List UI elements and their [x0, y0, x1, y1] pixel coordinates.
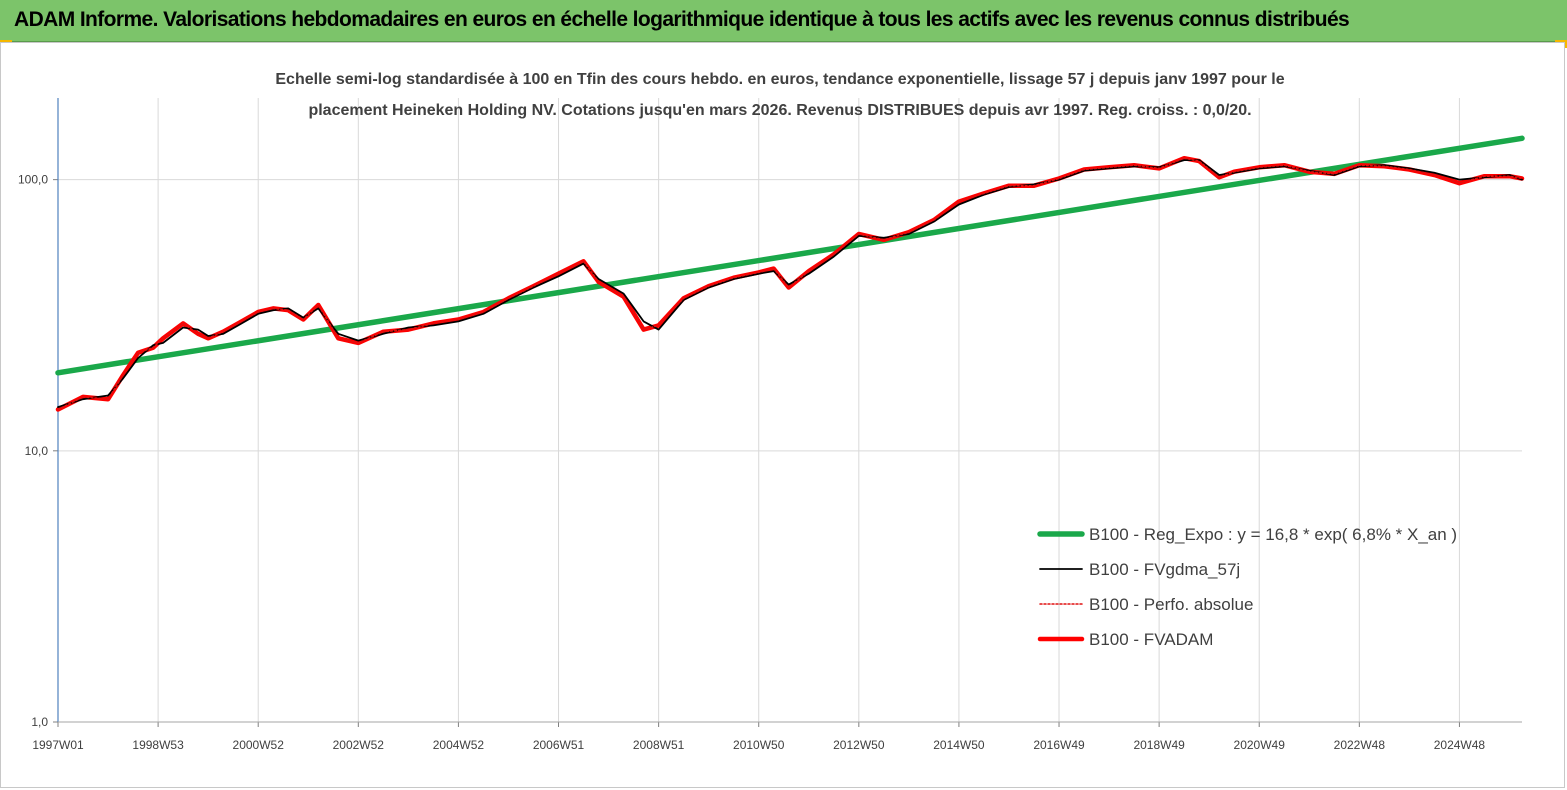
x-tick-label: 2020W49: [1234, 738, 1286, 752]
series-layer: [55, 135, 1525, 412]
x-tick-label: 2012W50: [833, 738, 885, 752]
legend-label: B100 - FVADAM: [1089, 630, 1213, 649]
grid-layer: [57, 98, 1522, 722]
x-tick-label: 2014W50: [933, 738, 985, 752]
x-tick-label: 2022W48: [1334, 738, 1386, 752]
series-line: [57, 159, 1523, 409]
x-tick-label: 2024W48: [1434, 738, 1486, 752]
chart-title-line-2: placement Heineken Holding NV. Cotations…: [308, 102, 1251, 119]
series-line: [55, 135, 1525, 376]
y-tick-label: 1,0: [31, 715, 48, 729]
x-tick-label: 2000W52: [233, 738, 285, 752]
legend-label: B100 - Perfo. absolue: [1089, 595, 1253, 614]
y-tick-label: 100,0: [18, 173, 48, 187]
chart-title-line-1: Echelle semi-log standardisée à 100 en T…: [275, 71, 1284, 88]
axis-layer: 1997W01 1998W53 2000W52 2002W52 2004W52 2006W…: [18, 98, 1522, 752]
x-tick-label: 2010W50: [733, 738, 785, 752]
series-line: [57, 157, 1523, 411]
legend: B100 - Reg_Expo : y = 16,8 * exp( 6,8% *…: [1037, 525, 1457, 649]
x-tick-label: 1997W01: [32, 738, 84, 752]
page-title: ADAM Informe. Valorisations hebdomadaire…: [14, 8, 1350, 31]
x-tick-label: 2016W49: [1033, 738, 1085, 752]
y-tick-label: 10,0: [25, 444, 49, 458]
x-tick-label: 2006W51: [533, 738, 585, 752]
x-tick-label: 2008W51: [633, 738, 685, 752]
header-banner: ADAM Informe. Valorisations hebdomadaire…: [0, 0, 1567, 42]
chart-frame: [0, 42, 1565, 788]
x-tick-label: 2002W52: [333, 738, 385, 752]
legend-label: B100 - FVgdma_57j: [1089, 560, 1240, 579]
x-tick-label: 2004W52: [433, 738, 485, 752]
x-tick-label: 1998W53: [132, 738, 184, 752]
x-tick-label: 2018W49: [1133, 738, 1185, 752]
legend-label: B100 - Reg_Expo : y = 16,8 * exp( 6,8% *…: [1089, 525, 1457, 544]
